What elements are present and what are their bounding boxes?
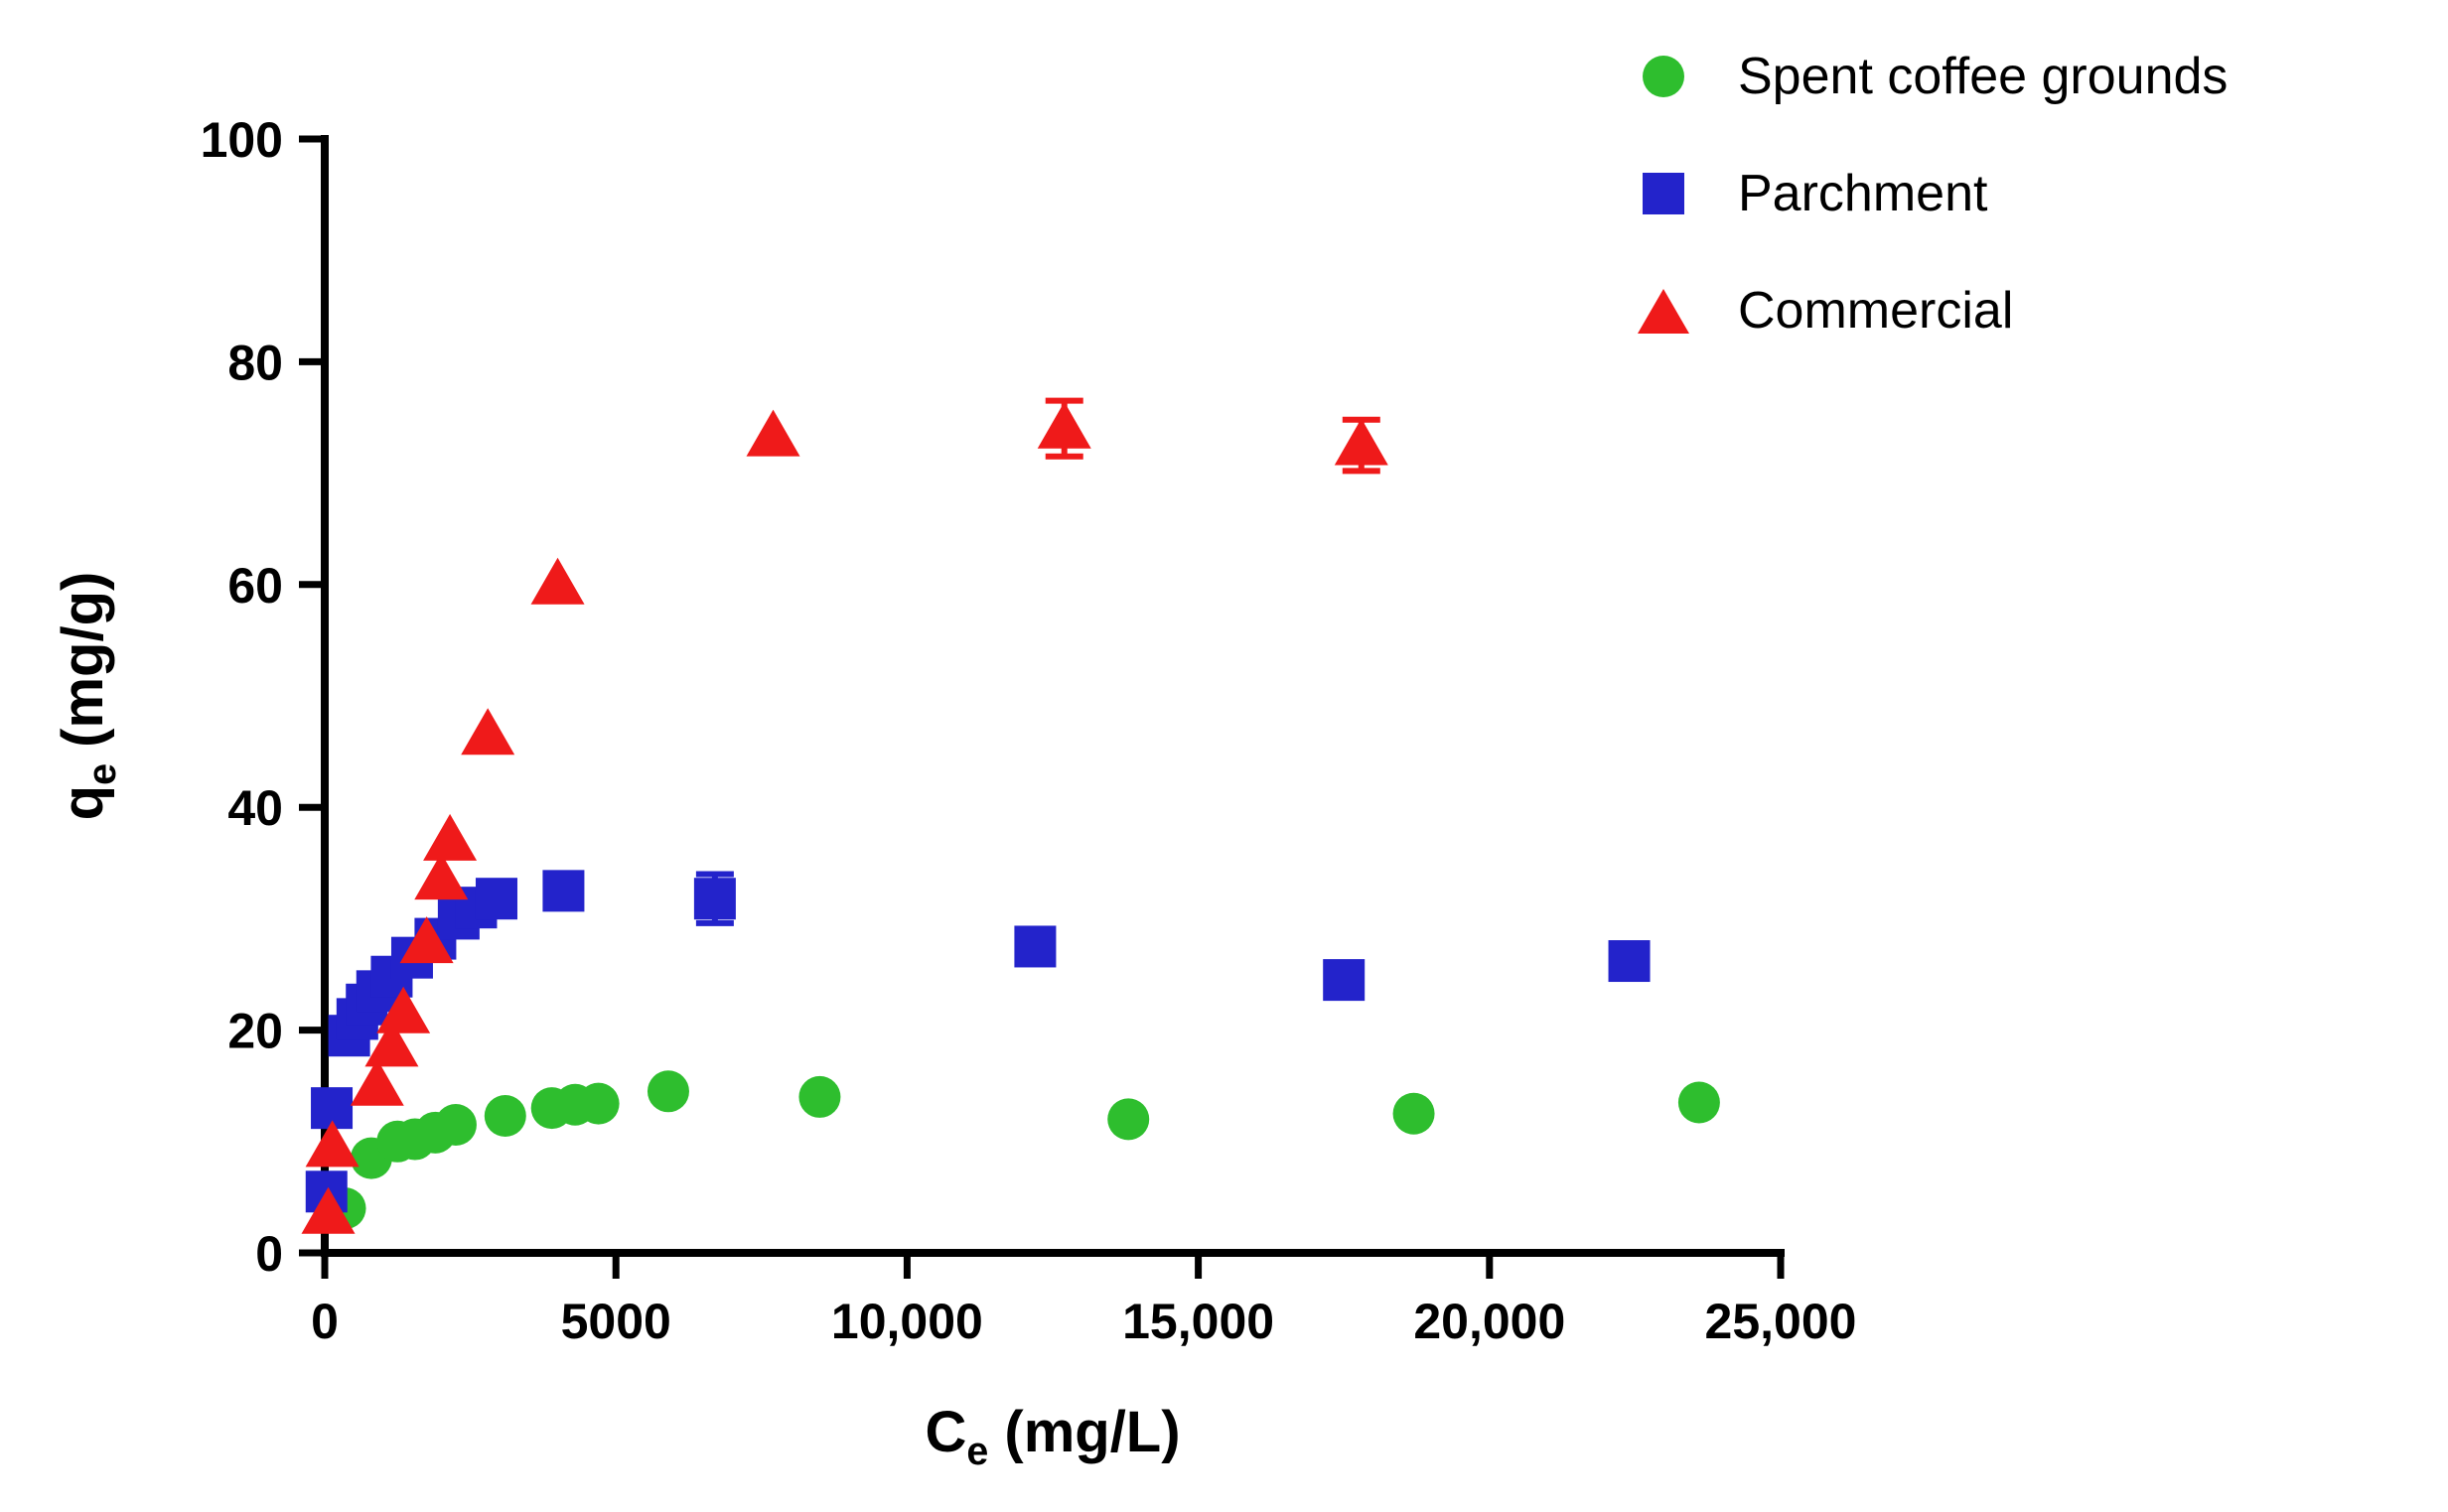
triangle-marker-icon (1638, 288, 1689, 334)
data-point (1037, 401, 1091, 449)
data-point (1014, 925, 1057, 968)
y-tick-label: 40 (227, 780, 283, 836)
legend: Spent coffee grounds Parchment Commercia… (1637, 18, 2228, 369)
data-point (1608, 940, 1651, 983)
data-point (364, 1020, 419, 1067)
data-point (530, 557, 585, 605)
data-point (1107, 1098, 1150, 1141)
data-point (647, 1070, 689, 1113)
legend-marker-box (1637, 173, 1690, 214)
data-point (414, 853, 469, 900)
legend-label: Spent coffee grounds (1738, 48, 2229, 105)
y-tick-label: 60 (227, 558, 283, 614)
legend-marker-box (1637, 56, 1690, 97)
legend-label: Parchment (1738, 165, 1988, 222)
y-tick-label: 0 (255, 1226, 283, 1282)
y-axis-label-sub: e (79, 762, 124, 785)
x-axis: 0 5000 10,000 15,000 20,000 25,000 (311, 1249, 1857, 1349)
data-point (693, 878, 736, 920)
x-axis-label-rest: (mg/L) (988, 1400, 1181, 1465)
data-point (577, 1082, 620, 1125)
x-tick-label: 25,000 (1705, 1294, 1857, 1349)
data-point (484, 1094, 526, 1137)
circle-marker-icon (1643, 56, 1684, 97)
data-point (461, 708, 515, 756)
x-axis-label-sub: e (966, 1429, 989, 1473)
y-axis-label-base: q (51, 784, 116, 821)
x-axis-label-base: C (925, 1400, 967, 1465)
data-point (542, 870, 585, 912)
y-axis-label-rest: (mg/g) (51, 571, 116, 763)
legend-item-spent-coffee-grounds: Spent coffee grounds (1637, 18, 2228, 135)
x-tick-label: 20,000 (1413, 1294, 1565, 1349)
y-tick-label: 20 (227, 1004, 283, 1059)
square-marker-icon (1643, 173, 1684, 214)
series-commercial (301, 397, 1388, 1234)
x-tick-label: 5000 (561, 1294, 671, 1349)
y-axis: 0 20 40 60 80 100 (201, 112, 329, 1282)
data-point (399, 916, 454, 964)
x-tick-label: 0 (311, 1294, 339, 1349)
data-point (376, 986, 431, 1033)
y-tick-label: 80 (227, 335, 283, 390)
legend-item-commercial: Commercial (1637, 252, 2228, 369)
data-point (423, 813, 478, 861)
legend-item-parchment: Parchment (1637, 135, 2228, 252)
data-point (1323, 959, 1366, 1002)
data-point (1334, 418, 1388, 466)
legend-marker-box (1637, 288, 1690, 334)
data-point (798, 1075, 841, 1118)
y-tick-label: 100 (201, 112, 283, 168)
data-point (350, 1058, 404, 1106)
x-tick-label: 10,000 (831, 1294, 983, 1349)
x-tick-label: 15,000 (1122, 1294, 1274, 1349)
data-point (1392, 1092, 1435, 1135)
y-axis-label: qe (mg/g) (50, 572, 125, 821)
data-point (305, 1120, 360, 1168)
data-point (301, 1186, 356, 1234)
data-point (434, 1103, 477, 1146)
series-spent-coffee-grounds (324, 1070, 1720, 1230)
series-parchment (305, 870, 1651, 1213)
x-axis-label: Ce (mg/L) (925, 1399, 1180, 1474)
data-point (475, 878, 517, 920)
data-point (746, 409, 800, 457)
data-point (1677, 1081, 1720, 1124)
legend-label: Commercial (1738, 282, 2014, 340)
